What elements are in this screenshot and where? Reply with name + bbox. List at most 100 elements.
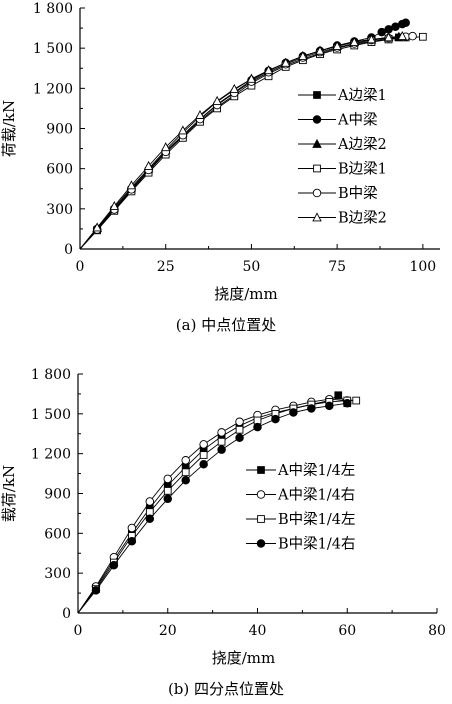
legend-marker: [312, 212, 322, 222]
data-point: [352, 396, 361, 405]
data-point: [199, 451, 208, 459]
series-line: [77, 400, 357, 614]
data-point: [343, 398, 352, 408]
legend-label: B中梁1/4左: [278, 511, 356, 528]
data-point: [145, 497, 155, 506]
chart-caption: (b) 四分点位置处: [168, 680, 284, 698]
data-point: [217, 445, 226, 454]
data-point: [199, 460, 208, 469]
x-tick-label: 0: [74, 623, 83, 639]
y-tick-label: 600: [44, 526, 71, 542]
data-point: [109, 200, 120, 211]
data-point: [253, 416, 262, 425]
data-point: [199, 440, 208, 449]
data-point: [419, 32, 427, 41]
legend-marker: [256, 490, 266, 499]
y-tick-label: 300: [46, 202, 73, 218]
data-point: [383, 32, 394, 42]
data-point: [325, 401, 334, 411]
legend-label: B边梁1: [338, 161, 387, 178]
x-tick-label: 100: [409, 259, 436, 275]
data-point: [235, 425, 244, 434]
legend-marker: [257, 466, 265, 474]
data-point: [163, 486, 172, 495]
data-point: [92, 222, 102, 232]
data-point: [181, 475, 190, 485]
legend-label: A边梁2: [337, 136, 387, 153]
data-point: [143, 160, 154, 170]
legend-label: A边梁1: [337, 87, 387, 104]
legend-label: B中梁: [338, 185, 378, 202]
data-point: [181, 456, 190, 465]
legend-marker: [257, 515, 265, 523]
data-point: [289, 408, 298, 417]
legend-marker: [256, 539, 266, 548]
y-tick-label: 0: [64, 242, 73, 258]
data-point: [263, 65, 274, 75]
data-point: [91, 586, 101, 595]
data-point: [366, 34, 377, 44]
legend-label: A中梁: [337, 112, 377, 129]
data-point: [298, 51, 308, 61]
data-point: [178, 125, 188, 135]
y-tick-label: 600: [46, 162, 73, 178]
x-tick-label: 80: [428, 623, 446, 639]
data-point: [126, 180, 137, 190]
legend-marker: [312, 115, 322, 124]
data-point: [229, 83, 240, 93]
data-point: [212, 95, 222, 105]
x-tick-label: 75: [328, 259, 346, 275]
chart-midpoint: 0 300 600 900 1 200 1 500 1 800 0 25 50 75 100 挠度/mm…: [0, 1, 440, 334]
series-line: [77, 394, 348, 614]
chart-caption: (a) 中点位置处: [176, 316, 276, 334]
x-tick-label: 0: [76, 259, 85, 275]
legend-label: A中梁1/4左: [277, 462, 355, 479]
data-point: [145, 508, 154, 516]
legend-label: A中梁1/4右: [277, 487, 355, 504]
data-point: [163, 474, 172, 484]
data-point: [127, 537, 137, 546]
data-point: [401, 18, 410, 27]
data-point: [253, 422, 262, 432]
y-tick-label: 300: [44, 566, 71, 582]
y-tick-label: 1 200: [31, 447, 71, 463]
legend-label: B边梁2: [338, 210, 387, 227]
data-point: [235, 433, 244, 442]
x-tick-label: 40: [249, 623, 267, 639]
series-line: [77, 398, 348, 614]
data-point: [109, 560, 119, 570]
y-axis-label: 荷载/kN: [0, 100, 18, 157]
legend-marker: [313, 164, 321, 173]
data-point: [217, 437, 226, 446]
data-point: [408, 31, 417, 41]
legend-marker: [313, 91, 321, 99]
chart-quarter-point: 0 300 600 900 1 200 1 500 1 800 0 20 40 60 80 挠度/mm 载…: [0, 367, 446, 698]
y-tick-label: 1 500: [33, 41, 73, 57]
data-point: [160, 142, 171, 152]
y-tick-label: 1 500: [31, 407, 71, 423]
data-point: [271, 414, 280, 424]
data-point: [195, 109, 205, 119]
data-point: [127, 523, 137, 533]
data-point: [181, 468, 190, 477]
data-point: [246, 73, 257, 83]
data-point: [163, 494, 172, 504]
data-point: [349, 36, 360, 46]
data-point: [397, 30, 408, 40]
y-tick-label: 1 800: [31, 367, 71, 383]
data-point: [307, 404, 316, 413]
x-axis-label: 挠度/mm: [214, 285, 278, 303]
data-point: [334, 391, 343, 400]
y-tick-label: 1 200: [33, 81, 73, 97]
data-point: [145, 514, 155, 523]
data-point: [217, 428, 226, 437]
x-tick-label: 50: [243, 259, 261, 275]
x-axis-label: 挠度/mm: [212, 649, 276, 667]
data-point: [235, 417, 244, 427]
data-point: [280, 57, 291, 67]
y-tick-label: 0: [62, 606, 71, 622]
data-point: [332, 40, 342, 51]
x-tick-label: 20: [159, 623, 177, 639]
y-axis-label: 载荷/kN: [0, 465, 18, 522]
